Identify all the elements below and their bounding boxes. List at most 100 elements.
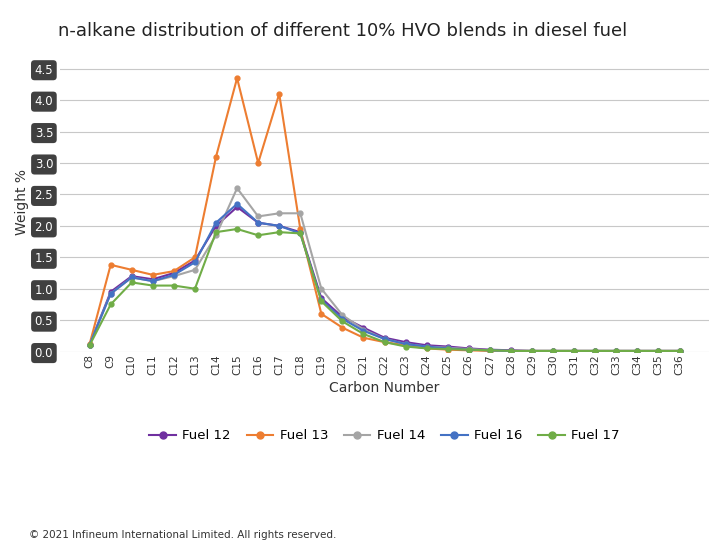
Fuel 13 [507, 348, 515, 354]
Fuel 17 [338, 318, 347, 325]
Fuel 16 [85, 342, 94, 348]
Fuel 17 [633, 348, 641, 354]
Fuel 12 [591, 348, 599, 354]
Fuel 14 [528, 348, 536, 354]
Fuel 16 [211, 219, 220, 226]
Text: n-alkane distribution of different 10% HVO blends in diesel fuel: n-alkane distribution of different 10% H… [58, 22, 627, 40]
Fuel 16 [654, 348, 662, 354]
Fuel 13 [148, 272, 157, 278]
Fuel 16 [127, 274, 136, 281]
Fuel 13 [127, 267, 136, 273]
Fuel 13 [422, 345, 431, 352]
Fuel 16 [443, 345, 452, 352]
Fuel 12 [443, 343, 452, 350]
Fuel 17 [106, 301, 115, 308]
Fuel 12 [570, 348, 578, 354]
Fuel 12 [211, 223, 220, 229]
Fuel 14 [254, 213, 263, 220]
Fuel 12 [486, 346, 494, 353]
Fuel 16 [148, 278, 157, 285]
Fuel 16 [591, 348, 599, 354]
Fuel 14 [443, 345, 452, 351]
Fuel 12 [401, 339, 410, 345]
Fuel 16 [401, 341, 410, 348]
Fuel 17 [401, 343, 410, 350]
Fuel 13 [254, 160, 263, 166]
Fuel 12 [254, 219, 263, 226]
Fuel 17 [190, 286, 199, 292]
Line: Fuel 12: Fuel 12 [87, 205, 682, 353]
Fuel 17 [591, 348, 599, 354]
Fuel 14 [549, 348, 557, 354]
Fuel 17 [275, 229, 284, 236]
Fuel 17 [317, 298, 326, 305]
Fuel 13 [275, 91, 284, 97]
Fuel 14 [612, 348, 620, 354]
Fuel 12 [338, 314, 347, 320]
Fuel 13 [232, 75, 241, 81]
Fuel 17 [486, 347, 494, 353]
Fuel 16 [570, 348, 578, 354]
Fuel 17 [85, 342, 94, 349]
Fuel 14 [190, 267, 199, 273]
Fuel 16 [232, 200, 241, 207]
Fuel 17 [570, 348, 578, 354]
Fuel 17 [127, 279, 136, 286]
Fuel 12 [190, 257, 199, 264]
Fuel 16 [359, 327, 368, 334]
Fuel 13 [654, 348, 662, 354]
Fuel 12 [675, 348, 684, 354]
Fuel 16 [633, 348, 641, 354]
Fuel 16 [486, 347, 494, 353]
Fuel 13 [633, 348, 641, 354]
Fuel 14 [169, 273, 178, 280]
Fuel 12 [85, 342, 94, 348]
Fuel 17 [654, 348, 662, 354]
Fuel 12 [296, 229, 305, 236]
Fuel 12 [465, 345, 473, 352]
Fuel 14 [211, 232, 220, 238]
Fuel 13 [401, 342, 410, 349]
Fuel 13 [85, 341, 94, 348]
Fuel 12 [380, 334, 389, 341]
Fuel 12 [232, 204, 241, 210]
Fuel 12 [127, 273, 136, 280]
Fuel 14 [317, 286, 326, 292]
Fuel 12 [549, 348, 557, 354]
Fuel 12 [359, 324, 368, 331]
Fuel 14 [675, 348, 684, 354]
Fuel 14 [401, 341, 410, 348]
Fuel 12 [317, 295, 326, 301]
Fuel 14 [232, 185, 241, 191]
Fuel 16 [317, 297, 326, 304]
Fuel 14 [507, 348, 515, 354]
Fuel 12 [106, 288, 115, 295]
Fuel 13 [465, 347, 473, 353]
Fuel 13 [380, 339, 389, 345]
Fuel 17 [675, 348, 684, 354]
Fuel 13 [443, 346, 452, 353]
Fuel 14 [465, 346, 473, 352]
Line: Fuel 13: Fuel 13 [87, 75, 682, 353]
Fuel 13 [169, 268, 178, 274]
Fuel 12 [633, 348, 641, 354]
Legend: Fuel 12, Fuel 13, Fuel 14, Fuel 16, Fuel 17: Fuel 12, Fuel 13, Fuel 14, Fuel 16, Fuel… [144, 424, 625, 447]
X-axis label: Carbon Number: Carbon Number [329, 381, 439, 395]
Fuel 13 [549, 348, 557, 354]
Y-axis label: Weight %: Weight % [15, 169, 29, 235]
Fuel 14 [422, 343, 431, 350]
Fuel 17 [549, 348, 557, 354]
Fuel 16 [106, 291, 115, 297]
Fuel 13 [486, 348, 494, 354]
Fuel 17 [443, 346, 452, 352]
Fuel 16 [169, 272, 178, 278]
Fuel 17 [422, 345, 431, 352]
Line: Fuel 16: Fuel 16 [87, 201, 682, 353]
Fuel 14 [359, 326, 368, 333]
Line: Fuel 14: Fuel 14 [87, 186, 682, 353]
Fuel 17 [211, 229, 220, 236]
Fuel 16 [296, 230, 305, 237]
Fuel 12 [507, 347, 515, 353]
Fuel 14 [486, 347, 494, 353]
Fuel 13 [106, 262, 115, 268]
